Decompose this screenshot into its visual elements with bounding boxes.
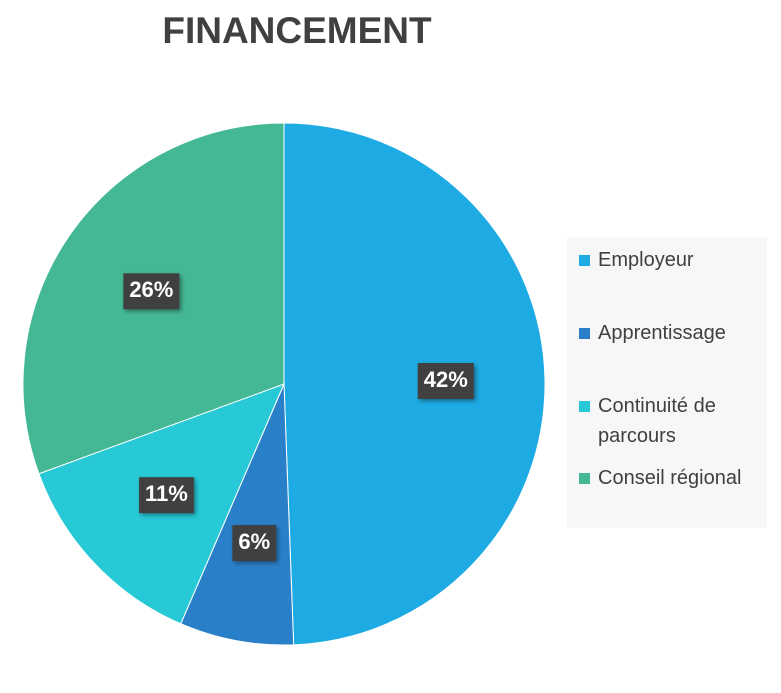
data-label-text: 26% xyxy=(129,277,173,302)
data-label: 6% xyxy=(232,525,277,562)
data-label: 26% xyxy=(123,273,180,310)
legend-label: Apprentissage xyxy=(598,322,726,344)
legend-swatch xyxy=(579,473,590,484)
legend-item: Continuité de parcours xyxy=(579,391,757,451)
legend-item: Conseil régional xyxy=(579,463,757,493)
legend-label: Continuité de parcours xyxy=(598,395,716,447)
legend-label: Employeur xyxy=(598,249,694,271)
legend-item: Employeur xyxy=(579,245,757,275)
legend-label: Conseil régional xyxy=(598,467,742,489)
data-label-text: 6% xyxy=(238,529,270,554)
data-label-text: 11% xyxy=(145,481,188,506)
legend-item: Apprentissage xyxy=(579,318,757,348)
pie-slice xyxy=(180,383,295,646)
legend: Employeur Apprentissage Continuité de parc… xyxy=(567,237,767,528)
data-label: 11% xyxy=(139,477,194,514)
legend-swatch xyxy=(579,255,590,266)
legend-swatch xyxy=(579,328,590,339)
pie-slice xyxy=(283,122,546,646)
chart-title: FINANCEMENT xyxy=(162,10,432,51)
legend-swatch xyxy=(579,401,590,412)
data-label: 42% xyxy=(417,363,474,400)
data-label-box xyxy=(139,477,194,514)
data-label-box xyxy=(232,525,277,562)
data-label-box xyxy=(123,273,180,310)
data-label-text: 42% xyxy=(424,367,468,392)
data-label-box xyxy=(417,363,474,400)
